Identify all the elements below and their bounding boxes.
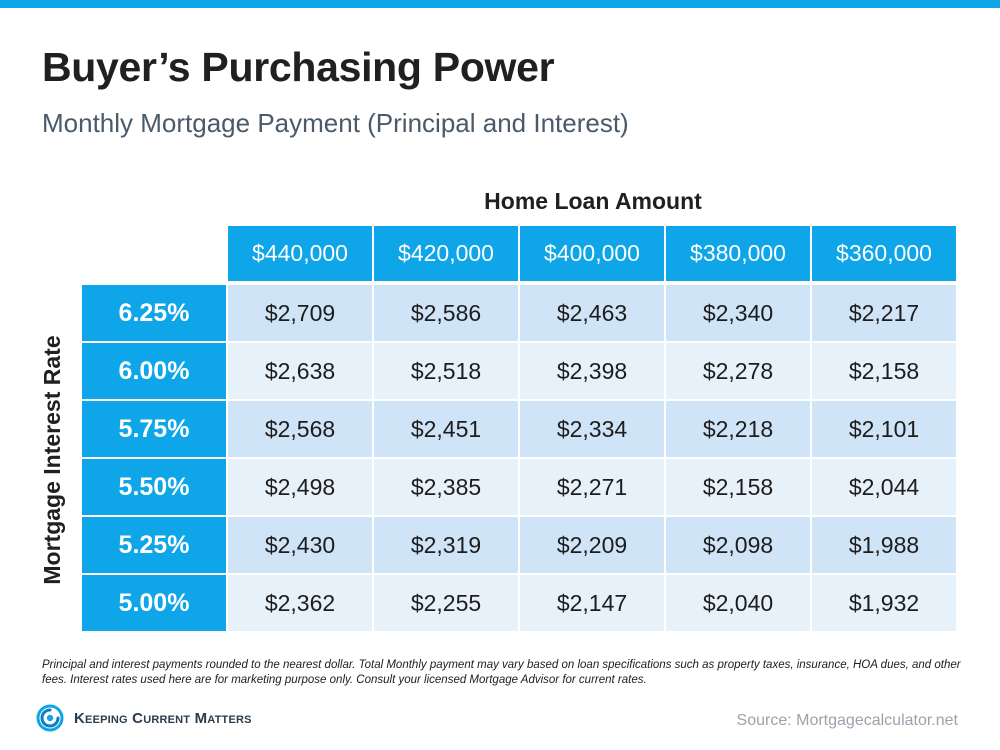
table-cell: $2,334 — [520, 401, 664, 457]
table-cell: $2,147 — [520, 575, 664, 631]
table-cell: $2,271 — [520, 459, 664, 515]
row-header: 5.00% — [82, 575, 226, 631]
footnote: Principal and interest payments rounded … — [42, 659, 961, 686]
row-header: 6.25% — [82, 285, 226, 341]
table-cell: $2,044 — [812, 459, 956, 515]
table-cell: $2,463 — [520, 285, 664, 341]
table-cell: $2,218 — [666, 401, 810, 457]
top-accent-bar — [0, 0, 1000, 8]
table-cell: $2,638 — [228, 343, 372, 399]
table-cell: $2,498 — [228, 459, 372, 515]
table-cell: $2,586 — [374, 285, 518, 341]
table-cell: $2,385 — [374, 459, 518, 515]
table-cell: $2,340 — [666, 285, 810, 341]
row-header: 5.25% — [82, 517, 226, 573]
table-cell: $2,518 — [374, 343, 518, 399]
column-header: $360,000 — [812, 226, 956, 281]
table-cell: $2,158 — [812, 343, 956, 399]
row-header: 6.00% — [82, 343, 226, 399]
page-title: Buyer’s Purchasing Power — [42, 44, 555, 90]
kcm-swirl-icon — [36, 704, 64, 732]
table-cell: $2,278 — [666, 343, 810, 399]
row-header: 5.50% — [82, 459, 226, 515]
brand-logo: Keeping Current Matters — [36, 704, 252, 732]
table-cell: $2,158 — [666, 459, 810, 515]
column-group-label: Home Loan Amount — [484, 188, 702, 214]
column-header: $400,000 — [520, 226, 664, 281]
column-header: $420,000 — [374, 226, 518, 281]
table-cell: $2,568 — [228, 401, 372, 457]
source-note: Source: Mortgagecalculator.net — [736, 712, 958, 729]
table-cell: $2,430 — [228, 517, 372, 573]
table-cell: $2,319 — [374, 517, 518, 573]
row-header: 5.75% — [82, 401, 226, 457]
table-cell: $2,362 — [228, 575, 372, 631]
table-cell: $1,932 — [812, 575, 956, 631]
table-cell: $2,255 — [374, 575, 518, 631]
table-cell: $2,709 — [228, 285, 372, 341]
brand-name: Keeping Current Matters — [74, 709, 252, 727]
table-cell: $2,217 — [812, 285, 956, 341]
table-cell: $2,209 — [520, 517, 664, 573]
table-cell: $2,398 — [520, 343, 664, 399]
table-cell: $2,451 — [374, 401, 518, 457]
table-cell: $2,101 — [812, 401, 956, 457]
table-cell: $2,040 — [666, 575, 810, 631]
column-header: $380,000 — [666, 226, 810, 281]
table-cell: $1,988 — [812, 517, 956, 573]
page-subtitle: Monthly Mortgage Payment (Principal and … — [42, 108, 629, 138]
column-header: $440,000 — [228, 226, 372, 281]
table-cell: $2,098 — [666, 517, 810, 573]
